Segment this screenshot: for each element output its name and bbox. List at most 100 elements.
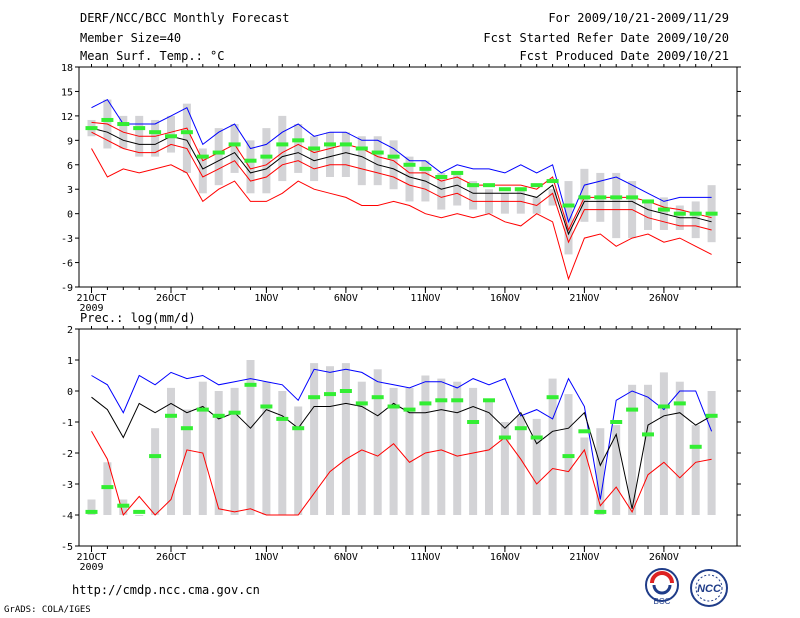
temp-forecast-marker — [483, 183, 495, 188]
prec-forecast-marker — [467, 420, 480, 424]
prec-forecast-marker — [228, 410, 241, 415]
prec-spread-bar — [548, 378, 557, 515]
temp-forecast-marker — [562, 203, 575, 208]
temp-forecast-marker — [149, 130, 162, 135]
prec-spread-bar — [389, 387, 398, 515]
temp-spread-bar — [691, 201, 700, 239]
temp-y-tick-label: -3 — [61, 234, 73, 245]
temp-y-tick-label: 15 — [61, 87, 73, 98]
prec-spread-bar — [214, 391, 223, 515]
temp-forecast-marker — [498, 187, 511, 192]
prec-spread-bar — [453, 381, 462, 515]
prec-line-mean — [91, 396, 712, 509]
prec-forecast-marker — [626, 407, 639, 412]
temp-x-tick-label: 21NOV — [569, 293, 599, 304]
temp-line-upper — [91, 121, 712, 232]
prec-spread-bar — [310, 363, 319, 515]
chart-title: DERF/NCC/BCC Monthly Forecast — [80, 11, 290, 25]
ncc-logo-text: NCC — [697, 583, 722, 595]
temp-forecast-marker — [530, 183, 543, 188]
prec-y-tick-label: -3 — [61, 480, 73, 491]
prec-spread-bar — [644, 384, 652, 515]
temp-spread-bar — [405, 156, 414, 202]
temp-forecast-marker — [642, 199, 654, 204]
temp-spread-bar — [357, 136, 366, 186]
temp-forecast-marker — [101, 117, 114, 122]
prec-forecast-marker — [371, 395, 384, 400]
temp-x-tick-label: 6NOV — [334, 293, 358, 304]
prec-spread-bar — [596, 428, 605, 515]
prec-plot-frame — [78, 328, 738, 547]
prec-forecast-marker — [435, 398, 448, 403]
temp-x-tick-label: 26OCT — [156, 293, 186, 304]
temp-x-tick-label: 26NOV — [649, 293, 679, 304]
prec-spread-bar — [580, 437, 589, 515]
temp-spread-bar — [389, 140, 398, 190]
prec-forecast-marker — [339, 389, 352, 393]
temp-spread-bar — [246, 140, 255, 194]
temp-y-tick-label: 9 — [67, 136, 73, 147]
prec-spread-bar — [278, 391, 287, 515]
temp-spread-bar — [167, 115, 175, 153]
temp-forecast-marker — [228, 142, 241, 147]
temp-forecast-marker — [165, 134, 177, 139]
prec-x-tick-label: 2009 — [79, 562, 103, 573]
temp-x-tick-label: 21OCT — [76, 293, 106, 304]
temp-y-tick-label: 0 — [67, 210, 73, 221]
temp-spread-bar — [294, 124, 303, 173]
prec-spread-bar — [230, 387, 239, 515]
temp-x-tick-label: 16NOV — [490, 293, 520, 304]
temp-forecast-marker — [244, 158, 257, 163]
temp-y-tick-label: -9 — [61, 283, 73, 294]
temp-spread-bar — [278, 115, 287, 182]
temp-forecast-marker — [371, 150, 384, 155]
temp-forecast-marker — [355, 146, 368, 151]
prec-spread-bar — [135, 515, 144, 516]
prec-spread-bar — [87, 499, 96, 515]
prec-forecast-marker — [514, 426, 527, 431]
temp-y-tick-label: 18 — [61, 63, 73, 74]
temp-forecast-marker — [578, 195, 591, 200]
bcc-logo: BCC — [645, 568, 679, 606]
temp-forecast-marker — [196, 154, 209, 159]
prec-spread-bar — [151, 428, 160, 515]
prec-spread-bar — [405, 387, 414, 515]
prec-y-tick-label: -4 — [61, 511, 73, 522]
start-ref-date: Fcst Started Refer Date 2009/10/20 — [483, 31, 729, 45]
prec-forecast-marker — [165, 413, 177, 418]
temp-y-tick-label: -6 — [61, 259, 73, 270]
prec-x-tick-label: 21NOV — [569, 552, 599, 563]
prec-forecast-marker — [657, 404, 670, 409]
prec-forecast-marker — [689, 444, 702, 449]
temp-x-tick-label: 1NOV — [254, 293, 278, 304]
temp-spread-bar — [644, 201, 652, 230]
temp-spread-bar — [548, 189, 557, 206]
temp-spread-bar — [612, 172, 621, 239]
prec-spread-bar — [182, 409, 191, 515]
prec-spread-bar — [326, 366, 334, 515]
prec-forecast-marker — [562, 454, 575, 459]
prec-x-tick-label: 1NOV — [254, 552, 278, 563]
temp-forecast-marker — [514, 187, 527, 192]
temp-spread-bar — [326, 132, 334, 177]
prec-x-tick-label: 26OCT — [156, 552, 186, 563]
prec-forecast-marker — [149, 454, 162, 459]
prec-forecast-marker — [180, 426, 193, 431]
website-url[interactable]: http://cmdp.ncc.cma.gov.cn — [72, 583, 260, 597]
prec-forecast-marker — [642, 432, 654, 437]
prec-forecast-marker — [673, 401, 686, 406]
temp-forecast-marker — [610, 195, 623, 200]
prec-y-tick-label: -5 — [61, 542, 73, 553]
prec-forecast-marker — [419, 401, 432, 406]
prec-forecast-marker — [451, 398, 464, 403]
prec-forecast-marker — [196, 407, 209, 412]
prec-forecast-marker — [403, 407, 416, 412]
prec-forecast-marker — [260, 404, 273, 409]
prec-y-tick-label: 0 — [67, 387, 73, 398]
prec-spread-bar — [341, 363, 350, 515]
temp-forecast-marker — [657, 207, 670, 212]
forecast-period: For 2009/10/21-2009/11/29 — [548, 11, 729, 25]
temp-forecast-marker — [324, 142, 336, 147]
temp-forecast-marker — [117, 122, 130, 127]
prec-forecast-marker — [594, 509, 607, 514]
